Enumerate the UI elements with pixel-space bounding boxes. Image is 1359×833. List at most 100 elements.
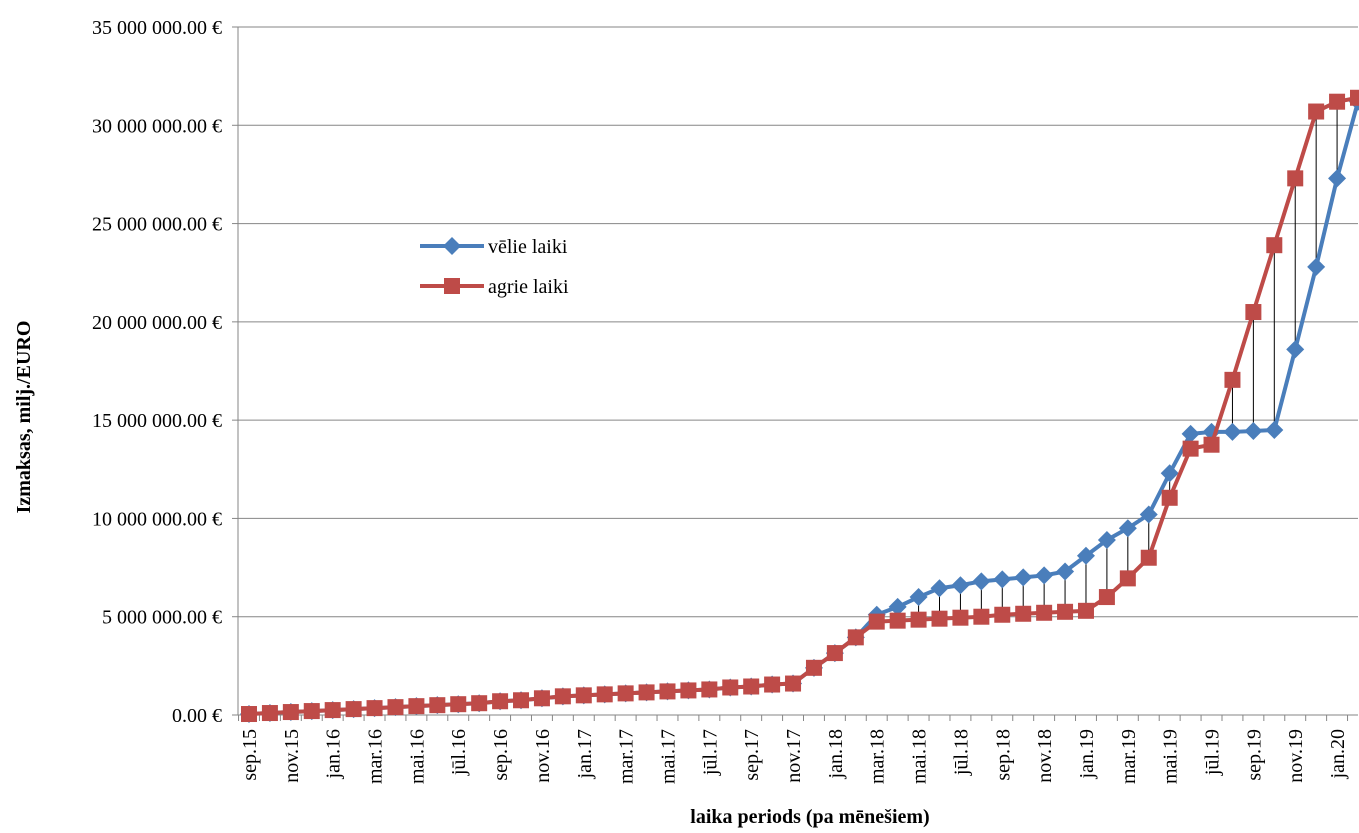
data-point [1266, 237, 1283, 254]
data-point [554, 688, 571, 705]
data-point [575, 687, 592, 704]
data-point [282, 704, 299, 721]
data-point [471, 695, 488, 712]
y-tick-label: 35 000 000.00 € [92, 17, 222, 39]
axes [232, 26, 1358, 721]
data-point [638, 684, 655, 701]
data-point [680, 682, 697, 699]
data-point [1077, 602, 1094, 619]
data-point [1098, 589, 1115, 606]
x-tick-label: jan.18 [825, 729, 847, 779]
y-tick-label: 20 000 000.00 € [92, 312, 222, 334]
data-point [303, 703, 320, 720]
series-0 [240, 92, 1359, 724]
x-tick-label: jan.20 [1327, 729, 1349, 779]
y-tick-label: 25 000 000.00 € [92, 214, 222, 236]
y-axis-title: Izmaksas, milj./EURO [13, 321, 35, 514]
x-tick-label: jūl.17 [699, 729, 721, 776]
data-point [952, 609, 969, 626]
data-point [868, 613, 885, 630]
data-point [1224, 371, 1241, 388]
x-tick-label: mar.17 [616, 729, 638, 784]
data-point [973, 608, 990, 625]
data-point [429, 697, 446, 714]
data-point [1014, 568, 1033, 587]
y-tick-label: 10 000 000.00 € [92, 508, 222, 530]
x-tick-label: jūl.19 [1202, 729, 1224, 776]
x-tick-label: sep.15 [239, 729, 261, 781]
data-point [1308, 103, 1325, 120]
data-point [1265, 420, 1284, 439]
x-tick-label: sep.16 [490, 729, 512, 781]
y-tick-label: 30 000 000.00 € [92, 115, 222, 137]
data-point [1182, 440, 1199, 457]
x-tick-label: nov.17 [783, 729, 805, 783]
data-point [1118, 519, 1137, 538]
x-tick-label: jan.16 [323, 729, 345, 779]
data-point [1223, 422, 1242, 441]
data-point [387, 699, 404, 716]
y-tick-label: 0.00 € [172, 705, 222, 727]
data-point [972, 572, 991, 591]
y-tick-label: 5 000 000.00 € [102, 607, 222, 629]
data-point [1203, 436, 1220, 453]
data-point [701, 681, 718, 698]
data-point [1181, 424, 1200, 443]
x-tick-label: sep.19 [1243, 729, 1265, 781]
data-point [826, 645, 843, 662]
data-point [533, 690, 550, 707]
y-tick-label: 15 000 000.00 € [92, 410, 222, 432]
data-point [450, 696, 467, 713]
data-point [513, 692, 530, 709]
data-point [1140, 549, 1157, 566]
data-point [743, 678, 760, 695]
data-point [1161, 489, 1178, 506]
data-point [1035, 566, 1054, 585]
x-tick-label: nov.19 [1285, 729, 1307, 783]
series-line [248, 101, 1359, 717]
data-point [888, 597, 907, 616]
data-point [1244, 421, 1263, 440]
data-point [1286, 340, 1305, 359]
x-tick-label: mai.18 [909, 729, 931, 784]
x-tick-label: sep.17 [741, 729, 763, 781]
series-layer [240, 89, 1359, 724]
y-tick-labels: 0.00 € 5 000 000.00 € 10 000 000.00 € 15 00… [92, 17, 222, 727]
data-point [1328, 169, 1347, 188]
data-point [408, 698, 425, 715]
data-point [659, 683, 676, 700]
x-tick-label: mai.16 [406, 729, 428, 784]
data-point [1076, 546, 1095, 565]
x-tick-label: nov.15 [281, 729, 303, 783]
data-point [951, 576, 970, 595]
data-point [1245, 304, 1262, 321]
x-tick-label: sep.18 [992, 729, 1014, 781]
data-point [1056, 562, 1075, 581]
data-point [909, 588, 928, 607]
x-tick-label: mai.19 [1160, 729, 1182, 784]
drop-lines [876, 97, 1359, 622]
data-point [1329, 93, 1346, 110]
x-tick-label: jūl.16 [448, 729, 470, 776]
x-tick-label: mar.16 [365, 729, 387, 784]
data-point [1036, 604, 1053, 621]
data-point [1350, 89, 1359, 106]
data-point [1097, 531, 1116, 550]
data-point [805, 659, 822, 676]
data-point [785, 675, 802, 692]
legend-entry-early: agrie laiki [420, 276, 569, 298]
data-point [617, 685, 634, 702]
x-tick-label: mar.19 [1118, 729, 1140, 784]
data-point [931, 610, 948, 627]
data-point [241, 706, 257, 723]
data-point [492, 693, 509, 710]
x-tick-label: nov.16 [532, 729, 554, 783]
series-line [248, 95, 1359, 717]
data-point [764, 676, 781, 693]
series-1 [241, 89, 1359, 723]
data-point [324, 702, 341, 719]
data-point [366, 700, 383, 717]
data-point [889, 612, 906, 629]
legend-label: agrie laiki [488, 276, 569, 298]
